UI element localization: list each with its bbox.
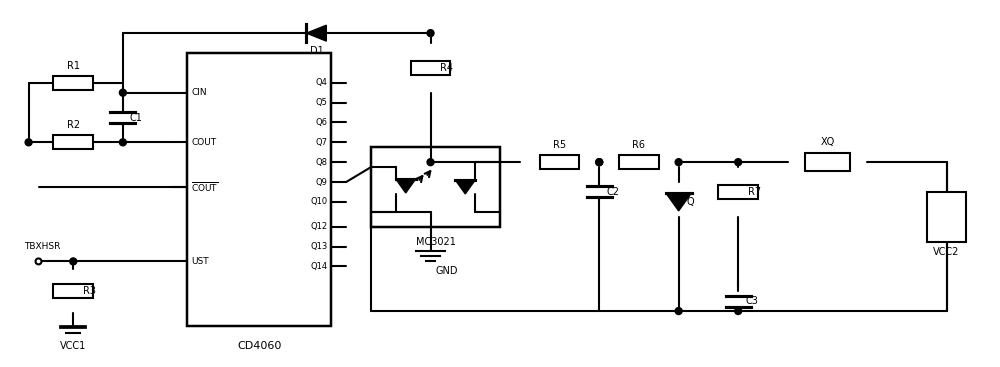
Circle shape (119, 139, 126, 146)
Bar (540, 155, 579, 169)
Text: R6: R6 (632, 140, 645, 150)
Text: Q14: Q14 (310, 262, 327, 271)
Bar (619, 155, 659, 169)
Text: CIN: CIN (191, 88, 207, 97)
Bar (805, 153, 850, 171)
Text: Q7: Q7 (315, 138, 327, 147)
Polygon shape (455, 180, 475, 194)
Circle shape (596, 159, 603, 166)
Bar (927, 192, 966, 241)
Polygon shape (396, 179, 416, 193)
Text: Q5: Q5 (315, 98, 327, 107)
Text: R3: R3 (83, 286, 96, 296)
Text: COUT: COUT (191, 138, 216, 147)
Circle shape (735, 159, 742, 166)
Text: Q8: Q8 (315, 158, 327, 167)
Circle shape (119, 89, 126, 96)
Text: R7: R7 (748, 187, 761, 197)
Circle shape (36, 258, 41, 264)
Bar (371, 147, 500, 227)
Polygon shape (666, 193, 692, 211)
Text: R4: R4 (440, 63, 453, 73)
Circle shape (25, 139, 32, 146)
Text: $\overline{\mathrm{COUT}}$: $\overline{\mathrm{COUT}}$ (191, 180, 219, 194)
Text: CD4060: CD4060 (237, 341, 282, 351)
Bar (187, 53, 331, 326)
Circle shape (675, 159, 682, 166)
Text: R1: R1 (67, 61, 80, 71)
Text: VCC2: VCC2 (933, 247, 960, 257)
Bar (718, 185, 758, 199)
Text: Q4: Q4 (315, 78, 327, 87)
Text: VCC1: VCC1 (60, 341, 86, 351)
Text: GND: GND (435, 266, 458, 276)
Text: UST: UST (191, 257, 209, 266)
Text: C1: C1 (130, 113, 143, 123)
Text: XQ: XQ (820, 137, 835, 147)
Text: Q10: Q10 (310, 197, 327, 206)
Text: Q: Q (687, 197, 694, 207)
Text: Q13: Q13 (310, 242, 327, 251)
Text: MC3021: MC3021 (416, 237, 455, 247)
Circle shape (427, 159, 434, 166)
Circle shape (675, 308, 682, 315)
Text: Q6: Q6 (315, 118, 327, 127)
Text: Q12: Q12 (310, 222, 327, 231)
Circle shape (735, 308, 742, 315)
Text: R5: R5 (553, 140, 566, 150)
Polygon shape (306, 25, 326, 41)
Bar (53, 135, 93, 149)
Circle shape (596, 159, 603, 166)
Bar (53, 76, 93, 90)
Text: TBXHSR: TBXHSR (24, 243, 60, 251)
Circle shape (70, 258, 77, 265)
Bar (411, 61, 450, 75)
Text: C2: C2 (606, 187, 619, 197)
Bar (53, 284, 93, 298)
Circle shape (427, 30, 434, 37)
Text: Q9: Q9 (315, 178, 327, 186)
Text: R2: R2 (67, 120, 80, 130)
Text: C3: C3 (745, 296, 758, 306)
Text: D1: D1 (310, 46, 323, 56)
